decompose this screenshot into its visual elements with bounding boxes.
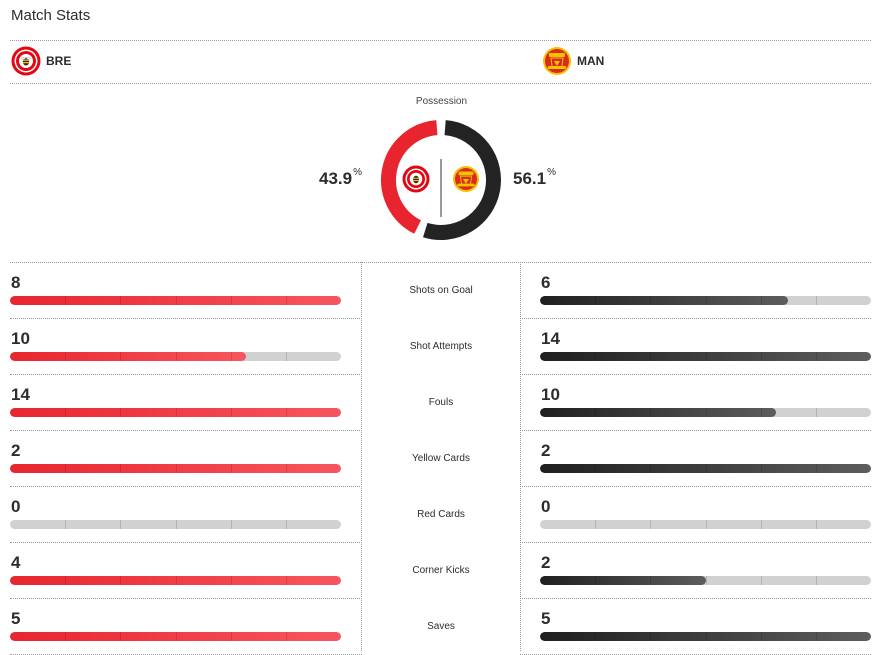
home-stat-value: 8 [11, 273, 21, 292]
stat-row: 10 Shot Attempts 14 [0, 319, 883, 375]
home-stat-bar [10, 632, 341, 641]
away-stat-value: 6 [541, 273, 551, 292]
away-stat-bar-fill [540, 352, 871, 361]
home-stat-bar-fill [10, 352, 287, 361]
possession-donut [381, 120, 501, 240]
home-possession-arc [381, 120, 438, 234]
stats-top-divider [10, 262, 871, 263]
away-stat-bar [540, 576, 871, 585]
away-stat-bar [540, 352, 871, 361]
stat-row-divider-left [10, 430, 362, 431]
home-stat-bar-fill [10, 408, 341, 417]
manchester-united-crest-icon [543, 47, 571, 75]
home-stat-bar [10, 576, 341, 585]
home-stat-bar-fill [10, 464, 341, 473]
donut-brentford-crest-icon [402, 165, 430, 193]
away-stat-bar [540, 464, 871, 473]
stat-label: Red Cards [417, 509, 465, 520]
away-stat-bar [540, 520, 871, 529]
stat-row-divider-left [10, 374, 362, 375]
away-team-header[interactable]: MAN [542, 46, 604, 76]
away-stat-bar [540, 296, 871, 305]
possession-label: Possession [415, 96, 468, 107]
home-stat-value: 4 [11, 553, 21, 572]
home-stat-value: 14 [11, 385, 30, 404]
away-stat-value: 2 [541, 441, 551, 460]
home-stat-bar [10, 520, 341, 529]
home-stat-bar [10, 408, 341, 417]
stat-label: Saves [427, 621, 455, 632]
home-team-header[interactable]: BRE [11, 46, 71, 76]
stat-row: 4 Corner Kicks 2 [0, 543, 883, 599]
stat-row: 2 Yellow Cards 2 [0, 431, 883, 487]
header-divider [10, 40, 871, 41]
away-stat-value: 5 [541, 609, 551, 628]
stat-row-divider-left [10, 542, 362, 543]
stats-right-column-divider [520, 262, 521, 651]
stat-row-divider-right [520, 374, 871, 375]
stat-label: Corner Kicks [412, 565, 470, 576]
away-possession-arc [423, 120, 501, 240]
stat-row: 14 Fouls 10 [0, 375, 883, 431]
home-team-abbr: BRE [46, 54, 72, 68]
away-stat-bar-fill [540, 464, 871, 473]
teams-divider [10, 83, 871, 84]
home-stat-bar-fill [10, 576, 341, 585]
donut-manchester-united-crest-icon [453, 166, 479, 192]
home-possession-unit: % [353, 167, 362, 178]
away-stat-value: 10 [541, 385, 560, 404]
away-possession-number: 56.1 [513, 169, 547, 188]
away-stat-bar [540, 632, 871, 641]
stat-row-divider-right [520, 486, 871, 487]
stat-label: Shots on Goal [409, 285, 473, 296]
home-stat-bar [10, 464, 341, 473]
home-possession-value: 43.9% [319, 167, 362, 189]
home-stat-value: 2 [11, 441, 21, 460]
stat-row-divider-right [520, 542, 871, 543]
home-stat-value: 10 [11, 329, 30, 348]
home-stat-value: 0 [11, 497, 21, 516]
stat-row-divider-right [520, 430, 871, 431]
stat-row-divider-left [10, 318, 362, 319]
stat-row-divider-right [520, 598, 871, 599]
stat-label: Fouls [428, 397, 454, 408]
home-stat-bar [10, 352, 341, 361]
home-stat-value: 5 [11, 609, 21, 628]
stat-row-divider-left [10, 486, 362, 487]
stat-row: 0 Red Cards 0 [0, 487, 883, 543]
away-stat-value: 2 [541, 553, 551, 572]
away-stat-bar-fill [540, 576, 817, 585]
match-stats-title: Match Stats [11, 7, 91, 24]
stat-label: Yellow Cards [412, 453, 470, 464]
away-possession-unit: % [547, 167, 556, 178]
home-stat-bar-fill [10, 632, 341, 641]
away-stat-value: 0 [541, 497, 551, 516]
stat-row-divider-left [10, 598, 362, 599]
away-stat-bar-fill [540, 408, 817, 417]
away-possession-value: 56.1% [513, 167, 556, 189]
brentford-crest-icon [11, 46, 41, 76]
home-stat-bar [10, 296, 341, 305]
stat-label: Shot Attempts [409, 341, 473, 352]
home-possession-number: 43.9 [319, 169, 353, 188]
away-stat-value: 14 [541, 329, 560, 348]
stat-row-divider-right [520, 318, 871, 319]
away-stat-bar-fill [540, 632, 871, 641]
stats-left-column-divider [361, 262, 362, 651]
stat-row: 8 Shots on Goal 6 [0, 263, 883, 319]
home-stat-bar-fill [10, 296, 341, 305]
away-team-abbr: MAN [577, 54, 605, 68]
away-stat-bar-fill [540, 296, 817, 305]
away-stat-bar [540, 408, 871, 417]
stat-row: 5 Saves 5 [0, 599, 883, 655]
